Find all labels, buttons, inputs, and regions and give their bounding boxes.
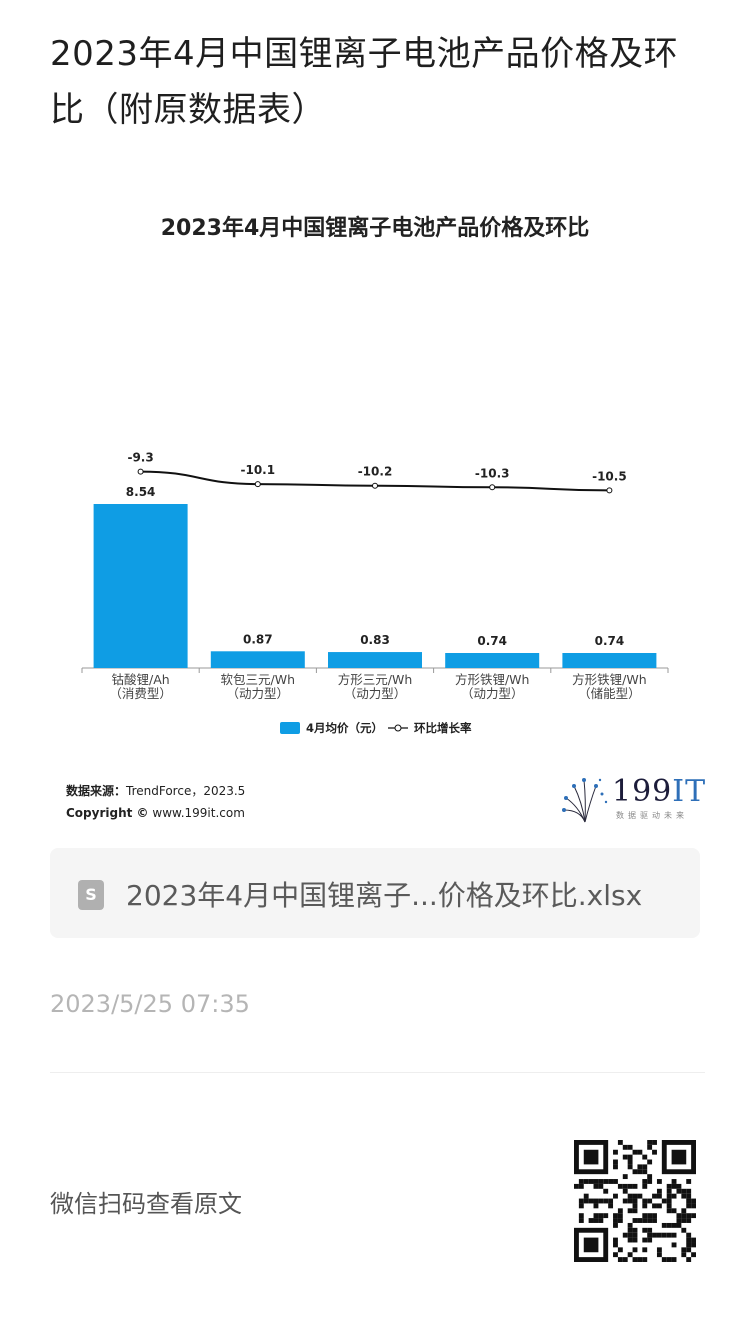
page-title: 2023年4月中国锂离子电池产品价格及环比（附原数据表）: [50, 34, 679, 130]
source-note: 数据来源：TrendForce，2023.5 Copyright © www.1…: [66, 780, 245, 824]
attachment-card[interactable]: S 2023年4月中国锂离子...价格及环比.xlsx: [50, 848, 700, 938]
bar-value-label: 0.87: [243, 632, 273, 646]
legend-bar-label: 4月均价（元）: [306, 721, 383, 735]
qr-code-icon[interactable]: [574, 1140, 696, 1262]
post-timestamp: 2023/5/25 07:35: [50, 990, 250, 1018]
logo-199it: 199IT 数据驱动未来: [560, 774, 705, 824]
growth-rate-label: -9.3: [127, 451, 153, 465]
bar-value-label: 0.74: [595, 634, 625, 648]
growth-rate-label: -10.1: [241, 463, 276, 477]
source-label: 数据来源：: [66, 784, 127, 798]
spreadsheet-file-icon: S: [78, 880, 104, 910]
source-text: TrendForce，2023.5: [126, 784, 246, 798]
logo-text: 199IT: [612, 774, 707, 809]
bar: [445, 653, 540, 668]
chart: 8.54钴酸锂/Ah（消费型）0.87软包三元/Wh（动力型）0.83方形三元/…: [81, 451, 669, 735]
bar: [328, 652, 422, 668]
x-tick-label: 方形铁锂/Wh: [572, 672, 647, 687]
legend-bar-swatch: [280, 722, 300, 734]
bar: [210, 651, 305, 668]
growth-rate-point: [606, 487, 613, 494]
x-tick-label: （动力型）: [461, 686, 524, 701]
copyright-label: Copyright ©: [66, 806, 149, 820]
x-tick-label: 方形铁锂/Wh: [455, 672, 530, 687]
growth-rate-label: -10.3: [475, 466, 510, 480]
growth-rate-point: [372, 482, 378, 489]
growth-rate-label: -10.2: [358, 465, 393, 479]
logo-dandelion-icon: [562, 778, 608, 823]
chart-title: 2023年4月中国锂离子电池产品价格及环比: [160, 216, 590, 241]
logo-tagline: 数据驱动未来: [616, 811, 688, 820]
attachment-filename[interactable]: 2023年4月中国锂离子...价格及环比.xlsx: [126, 879, 643, 912]
x-tick-label: 方形三元/Wh: [338, 672, 413, 687]
x-tick-label: （动力型）: [227, 686, 290, 701]
bar-value-label: 8.54: [126, 485, 156, 499]
growth-rate-label: -10.5: [592, 469, 627, 483]
legend-line-label: 环比增长率: [414, 721, 472, 735]
legend-line-marker: [394, 724, 402, 732]
x-tick-label: 钴酸锂/Ah: [112, 672, 170, 687]
growth-rate-point: [254, 481, 261, 488]
bar-value-label: 0.74: [477, 634, 507, 648]
bar: [562, 653, 657, 668]
x-tick-label: 软包三元/Wh: [221, 672, 296, 687]
bar: [93, 504, 188, 668]
copyright-text: www.199it.com: [152, 806, 245, 820]
growth-rate-point: [489, 484, 496, 491]
x-tick-label: （消费型）: [109, 686, 172, 701]
divider: [50, 1072, 705, 1073]
x-tick-label: （储能型）: [578, 686, 641, 701]
scan-to-view-text: 微信扫码查看原文: [50, 1190, 242, 1218]
x-tick-label: （动力型）: [344, 686, 407, 701]
bar-value-label: 0.83: [360, 633, 390, 647]
growth-rate-point: [137, 468, 144, 475]
